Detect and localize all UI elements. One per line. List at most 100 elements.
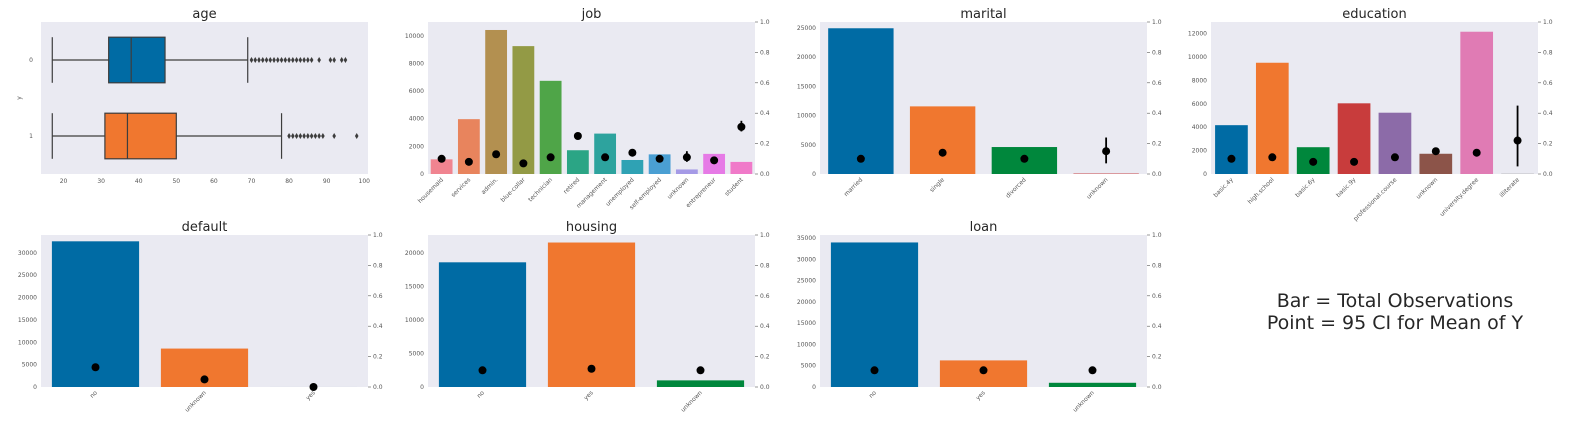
y-tick-label: 0	[29, 57, 33, 64]
y2-tick-label: 0.8	[760, 49, 770, 56]
mean-point	[200, 375, 209, 384]
x-tick-label: unknown	[666, 176, 690, 200]
x-tick-label: 20	[60, 178, 68, 185]
outlier-point	[287, 57, 291, 63]
y-tick-label: 8000	[1192, 77, 1207, 84]
x-tick-label: unknown	[1072, 389, 1096, 413]
y-tick-label: 4000	[1192, 124, 1207, 131]
outlier-point	[294, 57, 299, 63]
y2-tick-label: 0.2	[1543, 141, 1553, 148]
outlier-point	[306, 133, 310, 139]
chart-panels: age 20 30 40 50 60 70 80 90 100 y 0 1 job 0 2000 4000 600…	[16, 7, 1553, 414]
x-tick-label: 40	[135, 178, 143, 185]
y2-tick-label: 0.8	[1152, 49, 1162, 56]
x-tick-label: no	[868, 389, 878, 399]
bar-unknown	[1048, 382, 1137, 387]
outlier-point	[291, 133, 295, 139]
mean-point	[1472, 148, 1481, 157]
y-tick-label: 0	[812, 171, 816, 178]
mean-point	[710, 156, 719, 165]
bar-self-employed	[648, 154, 671, 174]
mean-point	[938, 148, 947, 157]
x-tick-label: professional.course	[1352, 176, 1398, 222]
x-tick-label: retired	[562, 176, 581, 195]
mean-point	[655, 154, 664, 163]
x-tick-label: unknown	[1415, 176, 1439, 200]
mean-point	[519, 159, 528, 168]
y-tick-label: 6000	[409, 88, 424, 95]
mean-point	[601, 153, 610, 162]
chart-title: job	[581, 7, 602, 22]
bar-basic-4y	[1215, 125, 1248, 174]
chart-title: age	[192, 7, 216, 22]
bar-married	[828, 28, 894, 175]
mean-point	[870, 366, 879, 375]
y2-tick-label: 0.6	[760, 80, 770, 87]
y2-tick-label: 0.4	[373, 323, 383, 330]
x-tick-label: unknown	[184, 389, 208, 413]
outlier-point	[272, 57, 276, 63]
mean-point	[478, 366, 487, 375]
x-tick-label: basic.4y	[1212, 176, 1235, 199]
bar-retired	[566, 150, 589, 174]
outlier-point	[249, 57, 254, 63]
outlier-point	[253, 57, 258, 63]
bar-unknown	[656, 380, 745, 387]
y2-tick-label: 0.2	[373, 354, 383, 361]
x-tick-label: 30	[97, 178, 105, 185]
y-tick-label: 10000	[797, 113, 816, 120]
y-tick-label: 0	[812, 384, 816, 391]
x-tick-label: admin.	[480, 176, 500, 196]
chart-education: education 0 2000 4000 6000 8000 10000 12000 0.0 0…	[1188, 7, 1553, 223]
x-tick-label: student	[724, 176, 746, 198]
y-tick-label: 25000	[797, 25, 816, 32]
mean-point	[309, 383, 318, 391]
y2-tick-label: 0.6	[760, 293, 770, 300]
outlier-point	[302, 57, 306, 63]
y2-tick-label: 0.8	[1543, 49, 1553, 56]
y-tick-label: 10000	[797, 341, 816, 348]
x-tick-label: 70	[248, 178, 256, 185]
mean-point	[1390, 153, 1399, 162]
y-tick-label: 15000	[405, 284, 424, 291]
y-tick-label: 4000	[409, 116, 424, 123]
x-tick-label: yes	[583, 389, 595, 401]
y-tick-label: 12000	[1188, 31, 1207, 38]
bar-housemaid	[430, 159, 453, 174]
y-tick-label: 20000	[797, 299, 816, 306]
y2-tick-label: 0.6	[373, 293, 383, 300]
bar-single	[909, 106, 976, 174]
y-tick-label: 20000	[18, 295, 37, 302]
x-tick-label: 60	[210, 178, 218, 185]
outlier-point	[302, 133, 306, 139]
mean-point	[1309, 157, 1318, 166]
y-tick-label: 0	[420, 171, 424, 178]
outlier-point	[321, 133, 325, 139]
outlier-point	[260, 57, 265, 63]
mean-point	[737, 122, 746, 131]
y-tick-label: 5000	[22, 362, 37, 369]
y2-tick-label: 1.0	[1152, 19, 1162, 26]
x-tick-label: 50	[172, 178, 180, 185]
legend-note-line-point: Point = 95 CI for Mean of Y	[1267, 312, 1524, 334]
bar-technician	[539, 80, 562, 174]
y-tick-label: 30000	[797, 256, 816, 263]
y-tick-label: 35000	[797, 235, 816, 242]
y-tick-label: 6000	[1192, 101, 1207, 108]
outlier-point	[332, 133, 336, 139]
chart-housing: housing 0 5000 10000 15000 20000 0.0 0.2 0.4 0.6 0…	[405, 220, 770, 414]
y-tick-label: 25000	[797, 278, 816, 285]
x-tick-label: technician	[527, 176, 554, 203]
y-axis-label: y	[16, 96, 23, 100]
y-tick-label: 10000	[405, 317, 424, 324]
outlier-point	[287, 133, 291, 139]
mean-point	[628, 148, 637, 157]
bar-student	[730, 161, 753, 174]
outlier-point	[298, 57, 303, 63]
x-tick-label: high.school	[1247, 176, 1276, 205]
y-tick-label: 15000	[797, 320, 816, 327]
y2-tick-label: 0.0	[1543, 171, 1553, 178]
y2-tick-label: 0.2	[760, 141, 770, 148]
y-tick-label: 20000	[405, 250, 424, 257]
bar-no	[830, 242, 919, 387]
